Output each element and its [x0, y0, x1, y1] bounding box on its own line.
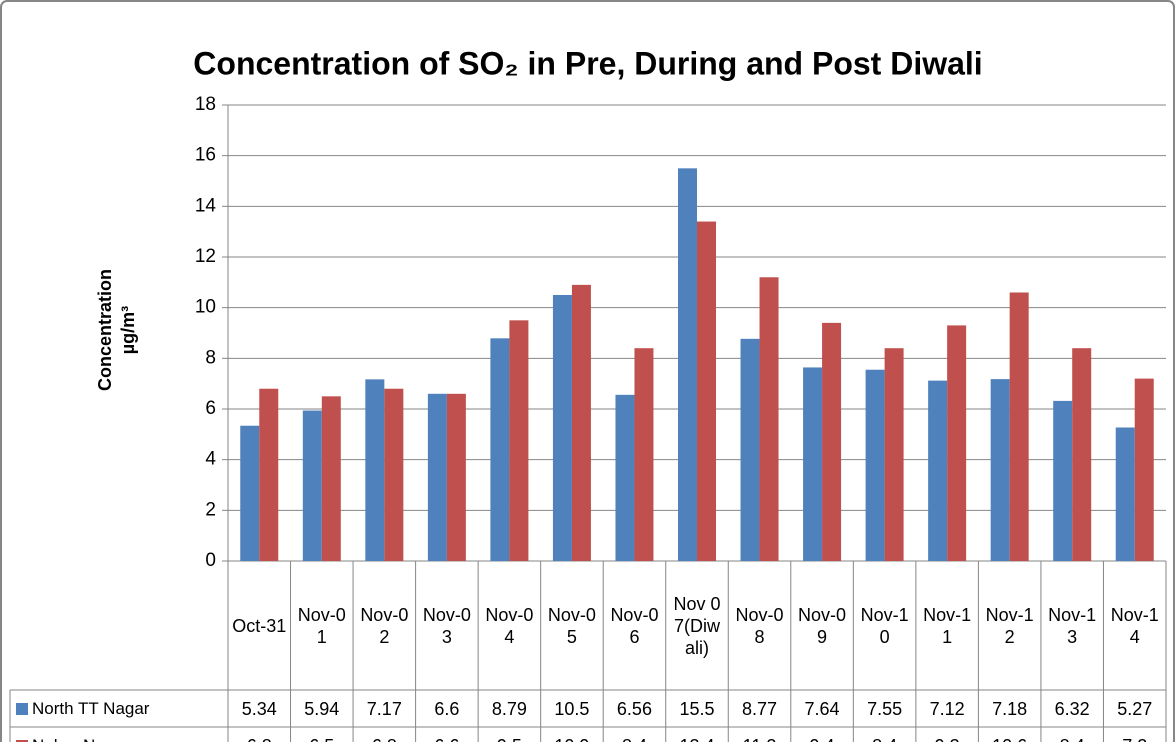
table-value: 6.6 — [434, 698, 460, 719]
y-tick-label: 8 — [205, 347, 216, 368]
table-value: 6.6 — [416, 727, 479, 742]
table-value: 5.27 — [1117, 698, 1153, 719]
x-tick-label: Nov-05 — [547, 604, 596, 647]
bar — [1134, 378, 1154, 561]
bar — [571, 284, 591, 561]
table-value: 15.5 — [679, 698, 715, 719]
y-tick-label: 6 — [205, 398, 216, 419]
table-value: 10.5 — [554, 698, 590, 719]
bar — [740, 338, 760, 561]
x-tick-label: Nov-01 — [297, 604, 346, 647]
bar — [1072, 348, 1092, 561]
x-tick-label: Nov-02 — [360, 604, 409, 647]
y-tick-label: 2 — [205, 499, 216, 520]
bar — [759, 277, 779, 561]
bar — [490, 338, 510, 561]
table-value: 5.94 — [304, 698, 340, 719]
table-value: 8.77 — [742, 698, 778, 719]
bar — [1053, 400, 1073, 561]
table-value: 7.18 — [992, 698, 1028, 719]
table-value: 11.2 — [728, 727, 791, 742]
bar — [509, 320, 529, 561]
bar — [321, 396, 341, 561]
table-value: 9.4 — [791, 727, 854, 742]
table-value: 8.4 — [853, 727, 916, 742]
y-tick-label: 4 — [205, 449, 216, 470]
table-value: 7.12 — [929, 698, 965, 719]
table-value: 7.2 — [1103, 727, 1166, 742]
table-value: 6.56 — [616, 698, 652, 719]
table-value: 8.79 — [491, 698, 527, 719]
bar — [884, 348, 904, 561]
x-tick-label: Nov-09 — [798, 604, 847, 647]
table-value: 9.5 — [478, 727, 541, 742]
table-value: 10.9 — [541, 727, 604, 742]
table-value: 6.8 — [353, 727, 416, 742]
table-value: 8.4 — [603, 727, 666, 742]
x-tick-label: Nov-14 — [1110, 604, 1159, 647]
x-tick-label: Nov-04 — [485, 604, 534, 647]
table-value: 6.5 — [291, 727, 354, 742]
x-tick-label: Nov-11 — [923, 604, 972, 647]
bar — [259, 388, 279, 561]
y-tick-label: 10 — [195, 297, 216, 318]
bar — [822, 322, 842, 561]
chart-title: Concentration of SO₂ in Pre, During and … — [193, 45, 982, 81]
legend-key — [16, 739, 28, 742]
x-tick-label: Nov-06 — [610, 604, 659, 647]
bar — [1009, 292, 1029, 561]
table-value: 7.64 — [804, 698, 840, 719]
legend-entry: North TT Nagar — [10, 690, 149, 727]
bar — [365, 379, 385, 561]
bar — [865, 369, 885, 561]
table-value: 7.17 — [366, 698, 402, 719]
x-tick-label: Nov-13 — [1048, 604, 1097, 647]
bar — [803, 367, 823, 561]
bar — [446, 393, 466, 561]
table-value: 7.55 — [867, 698, 903, 719]
legend-label: Nehru Nagar — [32, 736, 129, 742]
bar — [678, 168, 697, 562]
y-axis-label: Concentration — [95, 269, 115, 391]
bar — [384, 388, 404, 561]
x-tick-label: Nov 07(Diwali) — [673, 593, 721, 658]
legend-label: North TT Nagar — [32, 698, 150, 718]
table-value: 10.6 — [978, 727, 1041, 742]
bar — [697, 221, 716, 562]
y-tick-label: 16 — [195, 145, 216, 166]
table-value: 9.3 — [916, 727, 979, 742]
table-value: 13.4 — [666, 727, 729, 742]
y-axis-label: µg/m³ — [118, 306, 138, 354]
x-tick-label: Nov-12 — [985, 604, 1034, 647]
bar — [928, 380, 948, 561]
y-tick-label: 18 — [195, 94, 216, 115]
bar — [302, 410, 322, 561]
bar — [240, 425, 260, 561]
y-tick-label: 14 — [195, 195, 217, 216]
bar — [427, 393, 447, 561]
table-value: 5.34 — [241, 698, 277, 719]
legend-entry: Nehru Nagar — [10, 727, 129, 742]
table-value: 6.8 — [228, 727, 291, 742]
x-tick-label: Nov-10 — [860, 604, 909, 647]
x-tick-label: Nov-03 — [422, 604, 471, 647]
legend-key — [16, 702, 28, 715]
bar — [615, 394, 635, 561]
table-value: 6.32 — [1054, 698, 1090, 719]
table-value: 8.4 — [1041, 727, 1104, 742]
y-tick-label: 12 — [195, 246, 216, 267]
bar — [634, 348, 654, 561]
bar — [1115, 427, 1135, 561]
bar — [947, 325, 967, 561]
x-tick-label: Nov-08 — [735, 604, 784, 647]
y-tick-label: 0 — [205, 550, 216, 571]
bar — [552, 295, 572, 561]
bar — [990, 379, 1010, 561]
x-tick-label: Oct-31 — [232, 615, 287, 636]
